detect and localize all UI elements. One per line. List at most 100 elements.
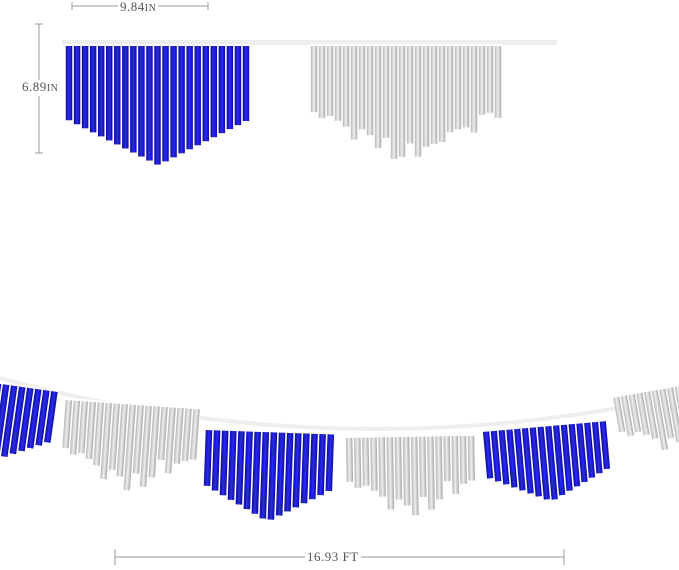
fringe-strip — [486, 46, 494, 113]
fringe-strip — [584, 422, 596, 478]
fringe-strip — [9, 386, 26, 455]
fringe-strip — [386, 437, 395, 510]
blue-pennant — [482, 419, 611, 503]
fringe-strip — [116, 403, 128, 477]
fringe-strip — [81, 46, 89, 129]
fringe-strip — [317, 433, 326, 496]
width-dimension-label: 9.84IN — [118, 0, 159, 16]
length-dimension-label: 16.93 FT — [305, 550, 361, 564]
fringe-strip — [89, 46, 97, 133]
fringe-strip — [446, 46, 454, 133]
fringe-strip — [65, 46, 73, 121]
fringe-strip — [537, 426, 550, 500]
fringe-strip — [430, 46, 438, 144]
fringe-strip — [553, 425, 566, 496]
fringe-strip — [366, 46, 374, 136]
fringe-strip — [300, 433, 310, 504]
width-value: 9.84 — [120, 0, 145, 14]
blue-pennant — [0, 372, 59, 465]
fringe-strip — [242, 46, 250, 122]
fringe-strip — [628, 394, 642, 433]
fringe-strip — [382, 46, 390, 138]
fringe-strip — [162, 46, 169, 162]
fringe-strip — [173, 407, 184, 464]
fringe-strip — [130, 46, 137, 153]
fringe-strip — [490, 430, 502, 482]
fringe-strip — [18, 387, 34, 452]
fringe-strip — [613, 396, 626, 433]
fringe-strip — [459, 435, 467, 484]
fringe-strip — [292, 433, 302, 508]
fringe-strip — [362, 437, 370, 486]
fringe-strip — [506, 429, 518, 488]
fringe-strip — [402, 436, 411, 506]
fringe-strip — [226, 46, 234, 130]
fringe-strip — [100, 402, 112, 480]
fringe-strip — [422, 46, 430, 147]
fringe-strip — [636, 392, 650, 436]
fringe-strip — [545, 425, 558, 500]
fringe-strip — [451, 436, 459, 495]
fringe-strip — [146, 46, 153, 161]
fringe-strip — [210, 46, 218, 138]
fringe-strip — [157, 406, 168, 461]
fringe-strip — [243, 431, 253, 510]
fringe-strip — [202, 46, 209, 142]
fringe-strip — [62, 400, 73, 449]
fringe-strip — [85, 401, 96, 460]
silver-pennant — [345, 433, 476, 521]
blue-pennant — [203, 428, 335, 523]
fringe-strip — [358, 46, 366, 130]
fringe-strip — [467, 435, 475, 481]
fringe-strip — [1, 385, 18, 458]
fringe-strip — [342, 46, 350, 127]
fringe-strip — [406, 46, 414, 144]
fringe-strip — [643, 391, 659, 440]
fringe-strip — [514, 428, 526, 491]
fringe-strip — [108, 403, 120, 471]
fringe-strip — [170, 46, 177, 158]
fringe-strip — [148, 406, 160, 478]
fringe-strip — [325, 434, 335, 492]
fringe-strip — [123, 404, 136, 491]
fringe-strip — [414, 46, 422, 157]
fringe-strip — [620, 395, 634, 437]
fringe-strip — [568, 423, 581, 487]
silver-pennant-sample — [310, 44, 502, 166]
fringe-strip — [186, 46, 193, 150]
fringe-strip — [93, 402, 104, 466]
fringe-strip — [132, 405, 144, 474]
fringe-strip — [560, 424, 573, 491]
height-value: 6.89 — [22, 79, 47, 94]
fringe-strip — [284, 432, 294, 512]
fringe-strip — [310, 46, 318, 113]
fringe-strip — [498, 430, 510, 485]
width-unit: IN — [144, 3, 157, 14]
fringe-strip — [219, 430, 229, 496]
fringe-strip — [227, 430, 237, 500]
fringe-strip — [482, 431, 494, 479]
fringe-strip — [69, 400, 81, 455]
blue-pennant-sample — [65, 44, 250, 166]
fringe-strip — [410, 436, 419, 516]
fringe-strip — [370, 437, 378, 491]
fringe-strip — [334, 46, 342, 121]
fringe-strip — [398, 46, 406, 157]
fringe-strip — [251, 431, 261, 514]
fringe-strip — [211, 430, 221, 491]
fringe-strip — [394, 437, 403, 500]
fringe-strip — [203, 430, 213, 487]
fringe-strip — [44, 391, 58, 443]
fringe-strip — [106, 46, 113, 141]
fringe-strip — [443, 436, 451, 482]
fringe-strip — [591, 421, 603, 474]
silver-pennant — [61, 398, 201, 495]
fringe-strip — [189, 408, 200, 460]
fringe-strip — [494, 46, 502, 118]
fringe-strip — [659, 388, 675, 439]
fringe-strip — [599, 421, 611, 470]
fringe-strip — [35, 389, 50, 446]
fringe-strip — [26, 388, 42, 449]
